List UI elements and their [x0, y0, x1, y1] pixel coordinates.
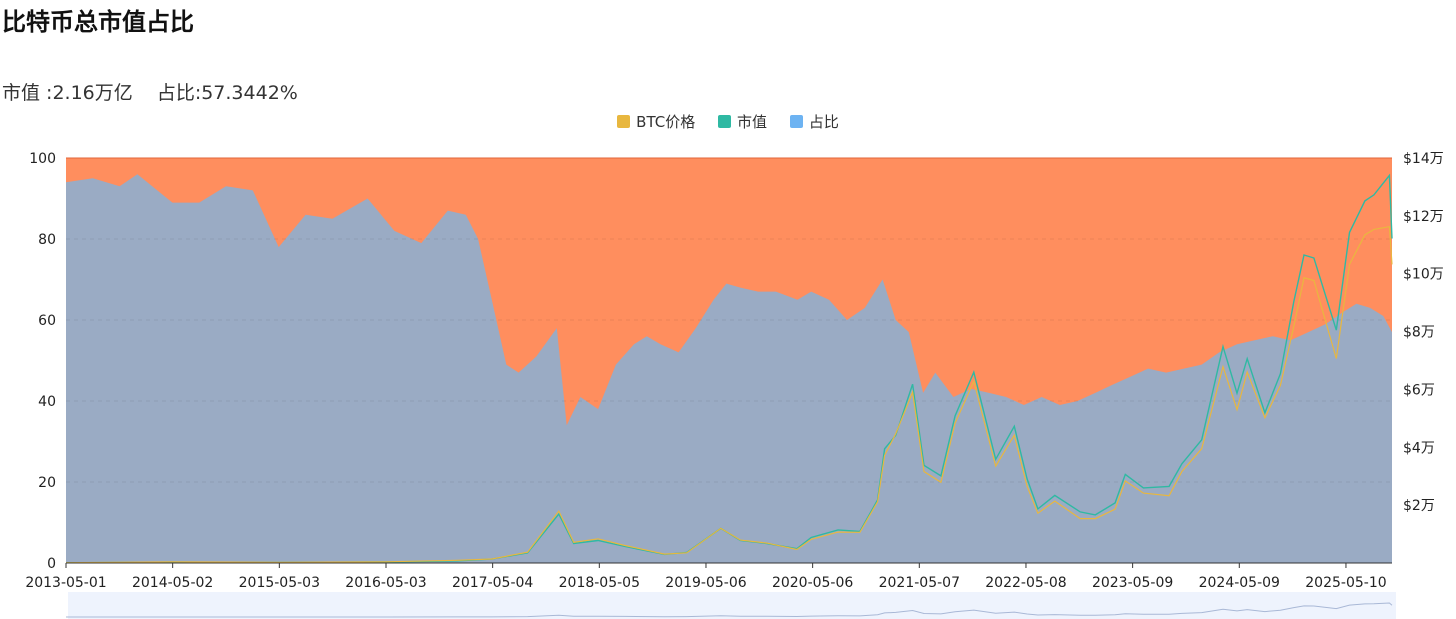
legend-swatch-btc-price	[617, 115, 631, 128]
x-tick-label: 2024-05-09	[1199, 575, 1280, 591]
market-cap-line	[65, 173, 1393, 564]
market-cap-readout: 市值 :2.16万亿	[2, 82, 133, 104]
chart-subtitle: 市值 :2.16万亿 占比:57.3442%	[2, 78, 316, 105]
x-tick-label: 2025-05-10	[1305, 575, 1386, 591]
legend-label-btc-price: BTC价格	[636, 113, 696, 131]
x-tick-label: 2016-05-03	[345, 575, 426, 591]
x-tick-label: 2023-05-09	[1092, 575, 1173, 591]
x-tick-label: 2019-05-06	[665, 575, 746, 591]
market-cap-label: 市值 :	[2, 82, 53, 104]
market-cap-value: 2.16万亿	[52, 82, 133, 104]
y-left-tick-label: 60	[38, 313, 56, 329]
x-tick-label: 2017-05-04	[452, 575, 533, 591]
y-right-tick-label: $12万	[1403, 209, 1444, 225]
zoom-slider	[68, 592, 1396, 619]
dominance-value: 57.3442%	[201, 82, 298, 104]
y-right-tick-label: $6万	[1403, 382, 1435, 398]
y-left-tick-label: 0	[47, 556, 56, 572]
chart-legend: BTC价格 市值 占比	[0, 111, 1456, 132]
chart-title: 比特币总市值占比	[2, 8, 194, 36]
x-tick-label: 2021-05-07	[879, 575, 960, 591]
y-right-tick-label: $14万	[1403, 151, 1444, 167]
dominance-label: 占比:	[156, 82, 202, 104]
x-tick-label: 2018-05-05	[559, 575, 640, 591]
x-tick-label: 2014-05-02	[132, 575, 213, 591]
legend-swatch-market-cap	[718, 115, 732, 128]
legend-label-market-cap: 市值	[737, 113, 768, 131]
dominance-readout: 占比:57.3442%	[157, 82, 298, 104]
y-right-tick-label: $10万	[1403, 267, 1444, 283]
zoom-slider-preview-line	[66, 602, 1393, 618]
y-left-tick-label: 40	[38, 394, 56, 410]
legend-item-market-cap[interactable]: 市值	[718, 111, 767, 132]
legend-item-dominance[interactable]: 占比	[789, 111, 839, 132]
y-right-tick-label: $8万	[1403, 325, 1435, 341]
x-tick-label: 2015-05-03	[239, 575, 320, 591]
legend-item-btc-price[interactable]: BTC价格	[617, 111, 695, 132]
y-left-tick-label: 80	[38, 232, 56, 248]
x-tick-label: 2020-05-06	[772, 575, 853, 591]
legend-swatch-dominance	[789, 115, 803, 128]
y-left-tick-label: 20	[38, 475, 56, 491]
y-right-tick-label: $2万	[1403, 498, 1435, 514]
x-tick-label: 2022-05-08	[985, 575, 1066, 591]
y-right-tick-label: $4万	[1403, 440, 1435, 456]
dominance-area	[66, 174, 1392, 563]
y-left-tick-label: 100	[29, 151, 56, 167]
legend-label-dominance: 占比	[808, 113, 839, 131]
x-tick-label: 2013-05-01	[25, 575, 106, 591]
btc-price-line	[65, 225, 1393, 564]
